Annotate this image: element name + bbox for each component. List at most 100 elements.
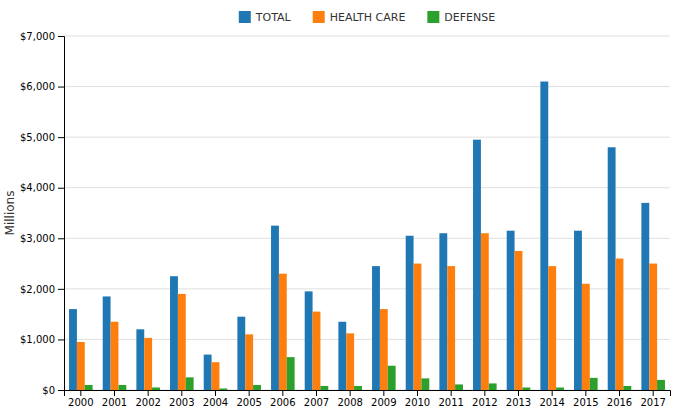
x-tick-mark <box>552 390 553 396</box>
legend-item: HEALTH CARE <box>313 11 406 24</box>
x-tick: 2009 <box>371 390 396 408</box>
y-axis-line <box>58 37 65 391</box>
bar <box>380 309 388 390</box>
x-tick-label: 2006 <box>270 397 295 408</box>
bar <box>616 259 624 390</box>
y-tick-label: $3,000 <box>20 233 55 244</box>
bar <box>338 322 346 390</box>
bar <box>144 338 152 390</box>
bar <box>657 380 665 390</box>
x-tick: 2015 <box>573 390 598 408</box>
chart-svg: 2000200120022003200420052006200720082009… <box>0 0 686 420</box>
bar <box>447 266 455 390</box>
x-tick: 2014 <box>539 390 564 408</box>
bar <box>481 233 489 390</box>
bar <box>590 378 598 390</box>
legend-label: TOTAL <box>255 11 292 24</box>
x-axis: 2000200120022003200420052006200720082009… <box>65 390 671 408</box>
x-tick-label: 2008 <box>337 397 362 408</box>
x-tick: 2011 <box>438 390 463 408</box>
y-tick: $1,000 <box>20 334 64 345</box>
x-tick: 2004 <box>203 390 228 408</box>
bar <box>245 334 253 390</box>
y-tick: $6,000 <box>20 81 64 92</box>
y-tick-label: $0 <box>42 385 55 396</box>
x-tick-mark <box>181 390 182 396</box>
bar <box>507 231 515 390</box>
y-tick-mark <box>58 339 64 340</box>
legend-swatch <box>239 11 251 23</box>
y-tick-label: $1,000 <box>20 334 55 345</box>
legend-swatch <box>427 11 439 23</box>
x-tick-mark <box>383 390 384 396</box>
bar <box>320 386 328 390</box>
x-tick: 2016 <box>607 390 632 408</box>
bar <box>623 386 631 390</box>
legend-swatch <box>313 11 325 23</box>
bar <box>515 251 523 390</box>
bar <box>556 387 564 390</box>
x-tick-mark <box>585 390 586 396</box>
y-tick-label: $5,000 <box>20 132 55 143</box>
x-tick-label: 2011 <box>438 397 463 408</box>
x-tick-label: 2001 <box>102 397 127 408</box>
bar <box>287 357 295 390</box>
bar <box>406 236 414 390</box>
grid-line <box>64 86 670 87</box>
bar <box>473 140 481 390</box>
x-tick-mark <box>215 390 216 396</box>
legend-label: HEALTH CARE <box>330 11 406 24</box>
bar <box>111 322 119 390</box>
bar <box>582 284 590 390</box>
x-tick-label: 2013 <box>506 397 531 408</box>
x-axis-line <box>65 391 671 397</box>
y-tick-label: $6,000 <box>20 81 55 92</box>
x-tick: 2001 <box>102 390 127 408</box>
y-tick-label: $4,000 <box>20 182 55 193</box>
bar <box>455 384 463 390</box>
x-tick: 2002 <box>135 390 160 408</box>
x-tick: 2005 <box>236 390 261 408</box>
y-tick: $5,000 <box>20 132 64 143</box>
bar <box>649 264 657 390</box>
bar <box>170 276 178 390</box>
legend: TOTALHEALTH CAREDEFENSE <box>239 11 495 24</box>
bar <box>313 312 321 390</box>
legend-item: TOTAL <box>239 11 292 24</box>
x-tick-label: 2004 <box>203 397 228 408</box>
y-tick-mark <box>58 188 64 189</box>
x-tick-label: 2010 <box>405 397 430 408</box>
chart-container: 2000200120022003200420052006200720082009… <box>0 0 686 420</box>
bar <box>85 385 93 390</box>
x-tick-mark <box>249 390 250 396</box>
x-tick-label: 2005 <box>236 397 261 408</box>
x-tick-mark <box>148 390 149 396</box>
x-tick-label: 2014 <box>539 397 564 408</box>
x-tick-label: 2009 <box>371 397 396 408</box>
bar <box>253 385 261 390</box>
bar <box>69 309 77 390</box>
grid-line <box>64 137 670 138</box>
x-tick-label: 2007 <box>304 397 329 408</box>
y-tick: $3,000 <box>20 233 64 244</box>
bar-series <box>85 357 665 390</box>
bar <box>346 333 354 390</box>
bar <box>103 296 111 390</box>
bar <box>219 388 227 390</box>
bar <box>372 266 380 390</box>
bar <box>178 294 186 390</box>
grid <box>64 36 670 390</box>
x-tick-mark <box>417 390 418 396</box>
x-tick: 2003 <box>169 390 194 408</box>
x-tick-mark <box>282 390 283 396</box>
bar <box>279 274 287 390</box>
bar <box>77 342 85 390</box>
grid-line <box>64 187 670 188</box>
x-tick-mark <box>80 390 81 396</box>
x-tick-mark <box>114 390 115 396</box>
bar <box>522 387 530 390</box>
bar <box>271 226 279 390</box>
y-tick-mark <box>58 390 64 391</box>
bar <box>212 362 220 390</box>
bar <box>641 203 649 390</box>
